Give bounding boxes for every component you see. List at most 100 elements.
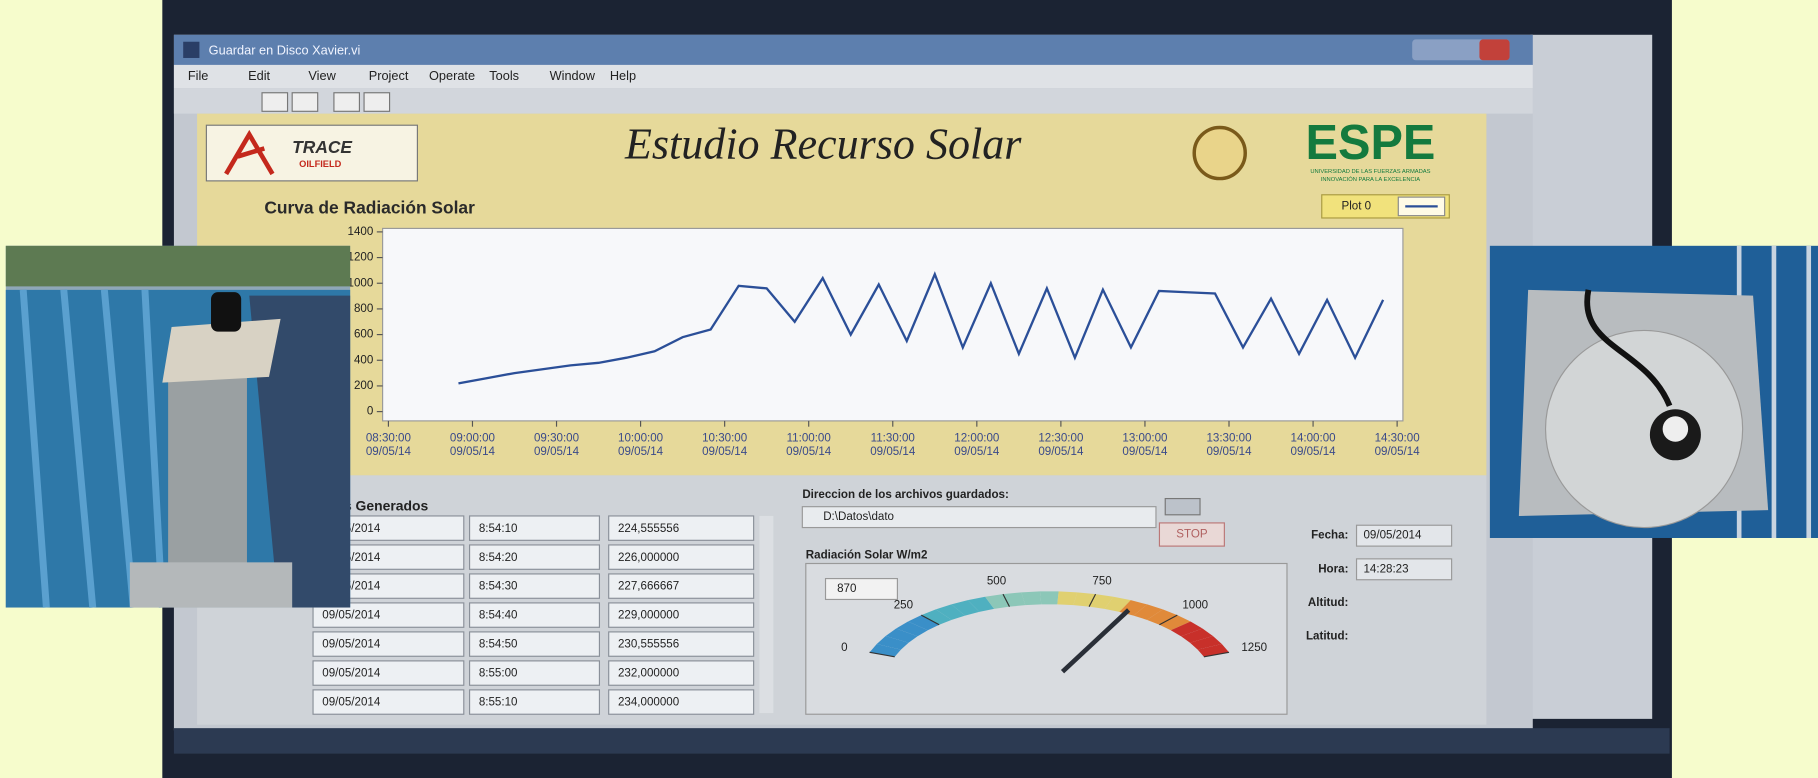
body: Guardar en Disco Xavier.vi TRACE OILFIEL… — [0, 0, 1818, 778]
table-cell-text: 09/05/2014 — [322, 639, 381, 651]
table-cell-text: 09/05/2014 — [322, 610, 381, 622]
info-label: Fecha: — [1311, 530, 1348, 542]
x-tick-label: 10:00:00 — [618, 432, 663, 444]
info-label: Latitud: — [1306, 631, 1348, 643]
menu-item[interactable]: File — [188, 68, 209, 83]
gauge-tick-label: 1250 — [1241, 642, 1267, 654]
gauge-band — [1040, 591, 1059, 604]
taskbar — [174, 728, 1670, 754]
gauge-tick-label: 0 — [841, 642, 847, 654]
x-tick-date: 09/05/14 — [618, 446, 664, 458]
table-cell-text: 226,000000 — [618, 552, 679, 564]
espe-sub-2: INNOVACIÓN PARA LA EXCELENCIA — [1321, 176, 1421, 183]
y-tick-label: 800 — [354, 303, 373, 315]
screenshot: Guardar en Disco Xavier.vi TRACE OILFIEL… — [0, 0, 1818, 778]
trace-logo-sub: OILFIELD — [299, 159, 342, 169]
browse-button[interactable] — [1165, 499, 1200, 515]
run-continuous-button[interactable] — [292, 93, 318, 112]
stop-label: STOP — [1176, 529, 1208, 541]
info-label: Altitud: — [1308, 597, 1349, 609]
espe-shield — [1194, 128, 1245, 179]
run-button[interactable] — [262, 93, 288, 112]
files-label: Direccion de los archivos guardados: — [802, 489, 1009, 501]
y-tick-label: 0 — [367, 406, 373, 418]
left-photo — [6, 246, 350, 608]
window-title: Guardar en Disco Xavier.vi — [209, 42, 361, 57]
x-tick-label: 09:00:00 — [450, 432, 495, 444]
gauge-value: 870 — [837, 583, 856, 595]
y-tick-label: 1200 — [348, 252, 374, 264]
x-tick-label: 14:00:00 — [1291, 432, 1336, 444]
table-cell-text: 09/05/2014 — [322, 697, 381, 709]
x-tick-date: 09/05/14 — [702, 446, 748, 458]
y-tick-label: 400 — [354, 354, 373, 366]
table-cell-text: 232,000000 — [618, 668, 679, 680]
table-cell-text: 8:55:10 — [479, 697, 518, 709]
info-value: 09/05/2014 — [1364, 530, 1423, 542]
x-tick-date: 09/05/14 — [786, 446, 832, 458]
gauge-tick-label: 250 — [894, 600, 913, 612]
panel-title: Estudio Recurso Solar — [624, 120, 1022, 169]
menu-item[interactable]: Help — [610, 68, 636, 83]
x-tick-label: 13:30:00 — [1206, 432, 1251, 444]
x-tick-label: 09:30:00 — [534, 432, 579, 444]
window-icon — [183, 42, 199, 58]
table-cell-text: 224,555556 — [618, 523, 679, 535]
info-value: 14:28:23 — [1364, 563, 1409, 575]
menu-item[interactable]: View — [308, 68, 336, 83]
y-tick-label: 1000 — [348, 277, 374, 289]
gauge-tick-label: 750 — [1092, 576, 1111, 588]
x-tick-date: 09/05/14 — [1122, 446, 1168, 458]
x-tick-date: 09/05/14 — [534, 446, 580, 458]
trace-logo-text: TRACE — [292, 137, 353, 157]
espe-logo: ESPE — [1306, 116, 1436, 170]
menu-item[interactable]: Project — [369, 68, 409, 83]
x-tick-label: 08:30:00 — [366, 432, 411, 444]
x-tick-date: 09/05/14 — [1038, 446, 1084, 458]
y-tick-label: 600 — [354, 329, 373, 341]
x-tick-date: 09/05/14 — [1291, 446, 1337, 458]
gauge-label: Radiación Solar W/m2 — [806, 549, 928, 561]
x-tick-label: 11:00:00 — [787, 432, 831, 444]
page: Estudio Recurso Solar {"window": {"title… — [0, 0, 1818, 778]
close-button[interactable] — [1479, 39, 1509, 60]
x-tick-label: 14:30:00 — [1375, 432, 1420, 444]
photo-base — [130, 562, 292, 607]
y-tick-label: 200 — [354, 380, 373, 392]
info-label: Hora: — [1318, 563, 1348, 575]
gauge-tick-label: 500 — [987, 576, 1006, 588]
table-cell-text: 8:54:30 — [479, 581, 518, 593]
x-tick-label: 12:30:00 — [1038, 432, 1083, 444]
menu-item[interactable]: Tools — [489, 68, 519, 83]
espe-sub-1: UNIVERSIDAD DE LAS FUERZAS ARMADAS — [1310, 169, 1430, 175]
table-cell-text: 09/05/2014 — [322, 668, 381, 680]
x-tick-date: 09/05/14 — [1375, 446, 1421, 458]
menu-item[interactable]: Window — [550, 68, 596, 83]
right-photo — [1490, 246, 1818, 538]
title-bar — [174, 35, 1533, 65]
menu-item[interactable]: Operate — [429, 68, 475, 83]
x-tick-label: 12:00:00 — [954, 432, 999, 444]
table-cell-text: 8:54:50 — [479, 639, 518, 651]
x-tick-date: 09/05/14 — [954, 446, 1000, 458]
table-cell-text: 8:54:10 — [479, 523, 518, 535]
path-text: D:\Datos\dato — [823, 511, 894, 523]
photo-trees — [6, 246, 350, 287]
abort-button[interactable] — [334, 93, 360, 112]
y-tick-label: 1400 — [348, 226, 374, 238]
photo-disc — [1546, 330, 1743, 527]
x-tick-label: 11:30:00 — [871, 432, 915, 444]
menu-item[interactable]: Edit — [248, 68, 270, 83]
x-tick-date: 09/05/14 — [1206, 446, 1252, 458]
table-cell-text: 230,555556 — [618, 639, 679, 651]
x-tick-date: 09/05/14 — [870, 446, 916, 458]
table-cell-text: 229,000000 — [618, 610, 679, 622]
table-cell-text: 8:55:00 — [479, 668, 518, 680]
table-scrollbar[interactable] — [759, 516, 773, 713]
table-cell-text: 8:54:20 — [479, 552, 518, 564]
table-cell-text: 234,000000 — [618, 697, 679, 709]
gauge-tick-label: 1000 — [1182, 600, 1208, 612]
pause-button[interactable] — [364, 93, 390, 112]
x-tick-date: 09/05/14 — [450, 446, 496, 458]
x-tick-label: 10:30:00 — [702, 432, 747, 444]
